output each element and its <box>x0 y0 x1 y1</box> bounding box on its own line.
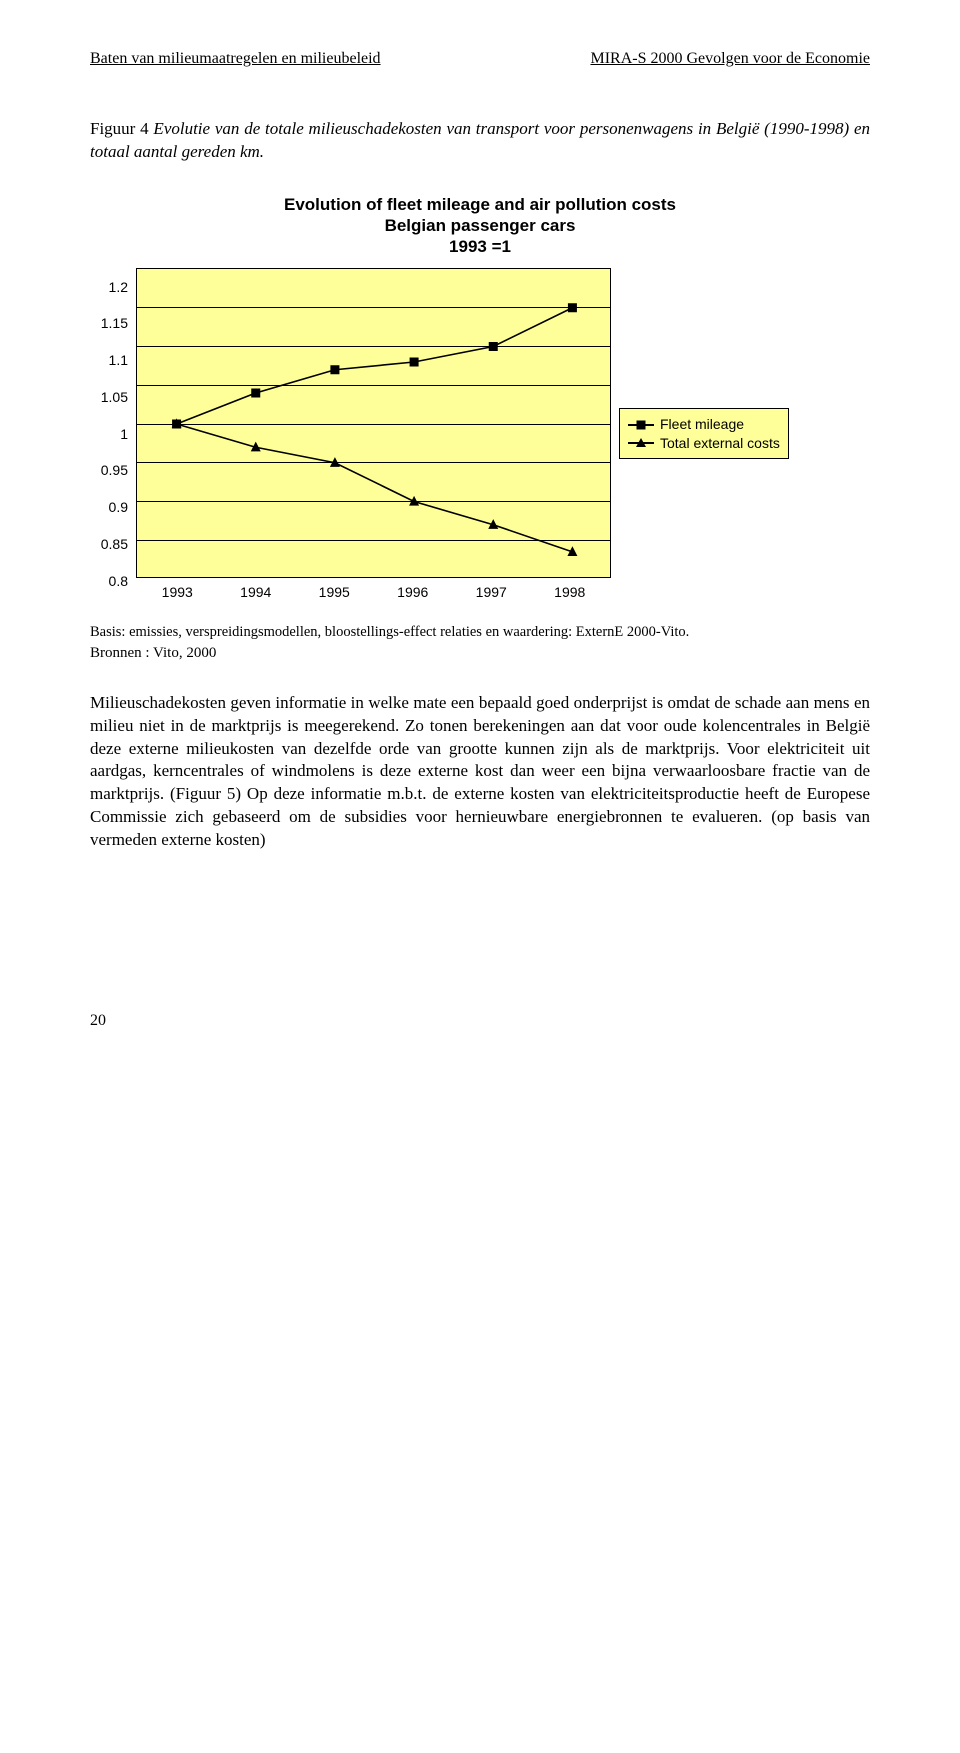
legend-marker-square <box>628 424 654 426</box>
legend-marker-triangle <box>628 442 654 444</box>
figure-label: Figuur 4 <box>90 119 149 138</box>
header-right: MIRA-S 2000 Gevolgen voor de Economie <box>590 50 870 68</box>
header-left: Baten van milieumaatregelen en milieubel… <box>90 50 381 68</box>
y-tick-label: 1.2 <box>109 279 128 295</box>
x-tick-label: 1995 <box>295 584 374 600</box>
body-paragraph: Milieuschadekosten geven informatie in w… <box>90 692 870 853</box>
y-tick-label: 0.9 <box>109 499 128 515</box>
chart-title: Evolution of fleet mileage and air pollu… <box>90 194 870 258</box>
y-tick-label: 1.15 <box>101 315 128 331</box>
x-tick-label: 1998 <box>531 584 610 600</box>
plot-area <box>136 268 611 578</box>
chart-title-line3: 1993 =1 <box>90 236 870 257</box>
y-axis: 1.2 1.15 1.1 1.05 1 0.95 0.9 0.85 0.8 <box>90 279 128 589</box>
legend: Fleet mileage Total external costs <box>619 408 789 458</box>
figure-caption: Figuur 4 Evolutie van de totale milieusc… <box>90 118 870 164</box>
x-tick-label: 1993 <box>138 584 217 600</box>
y-tick-label: 0.85 <box>101 536 128 552</box>
chart-title-line2: Belgian passenger cars <box>90 215 870 236</box>
y-tick-label: 1 <box>120 426 128 442</box>
figure-caption-text: Evolutie van de totale milieuschadekoste… <box>90 119 870 161</box>
x-tick-label: 1994 <box>217 584 296 600</box>
plot-column: 199319941995199619971998 <box>136 268 611 600</box>
legend-item-fleet-mileage: Fleet mileage <box>628 415 780 433</box>
x-tick-label: 1997 <box>452 584 531 600</box>
x-tick-label: 1996 <box>374 584 453 600</box>
y-tick-label: 1.05 <box>101 389 128 405</box>
legend-label: Fleet mileage <box>660 415 744 433</box>
page-header: Baten van milieumaatregelen en milieubel… <box>90 50 870 68</box>
y-tick-label: 0.8 <box>109 573 128 589</box>
legend-item-total-external-costs: Total external costs <box>628 434 780 452</box>
legend-label: Total external costs <box>660 434 780 452</box>
x-axis: 199319941995199619971998 <box>136 584 611 600</box>
y-tick-label: 1.1 <box>109 352 128 368</box>
page-number: 20 <box>90 1012 870 1030</box>
y-tick-label: 0.95 <box>101 462 128 478</box>
basis-text: Basis: emissies, verspreidingsmodellen, … <box>90 624 870 641</box>
chart-title-line1: Evolution of fleet mileage and air pollu… <box>90 194 870 215</box>
chart: 1.21.151.11.0510.950.90.850.8 1993199419… <box>90 268 870 600</box>
bronnen-text: Bronnen : Vito, 2000 <box>90 645 870 662</box>
